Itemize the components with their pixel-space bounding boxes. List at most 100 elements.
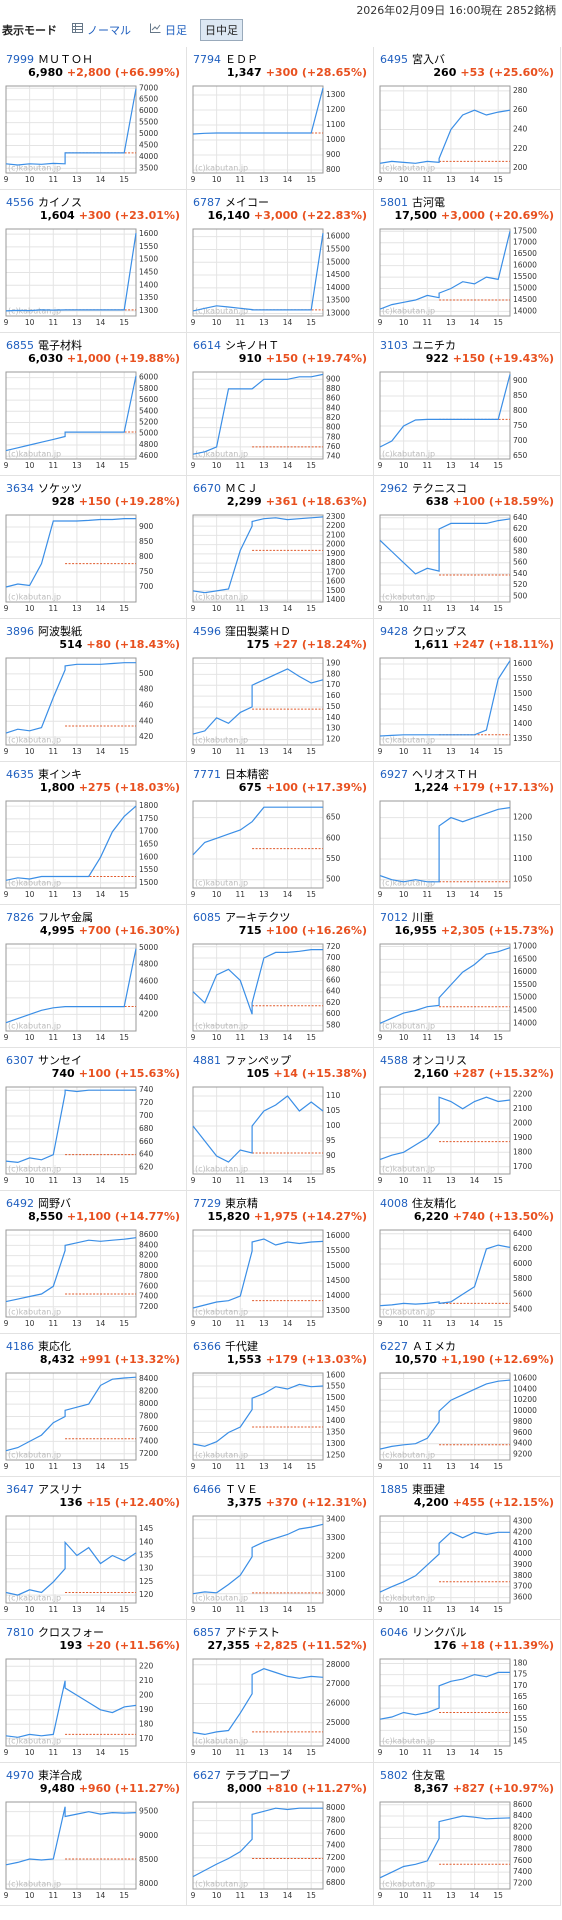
stock-name[interactable]: 電子材料 xyxy=(38,339,82,352)
stock-code[interactable]: 3103 xyxy=(380,339,408,352)
stock-code[interactable]: 6927 xyxy=(380,768,408,781)
stock-name[interactable]: 川重 xyxy=(412,911,434,924)
stock-code[interactable]: 1885 xyxy=(380,1483,408,1496)
mode-normal[interactable]: ノーマル xyxy=(87,24,131,37)
stock-code[interactable]: 4008 xyxy=(380,1197,408,1210)
stock-name[interactable]: メイコー xyxy=(225,196,269,209)
y-tick-label: 3300 xyxy=(326,1533,345,1542)
stock-name[interactable]: 住友電 xyxy=(412,1769,445,1782)
stock-name[interactable]: 東亜建 xyxy=(412,1483,445,1496)
stock-code[interactable]: 6307 xyxy=(6,1054,34,1067)
stock-name[interactable]: 千代建 xyxy=(225,1340,258,1353)
stock-code[interactable]: 4596 xyxy=(193,625,221,638)
stock-code[interactable]: 7729 xyxy=(193,1197,221,1210)
stock-code[interactable]: 6627 xyxy=(193,1769,221,1782)
stock-name[interactable]: アーキテクツ xyxy=(225,911,291,924)
stock-name[interactable]: サンセイ xyxy=(38,1054,82,1067)
stock-name[interactable]: ユニチカ xyxy=(412,339,456,352)
stock-code[interactable]: 6670 xyxy=(193,482,221,495)
stock-name[interactable]: ＴＶＥ xyxy=(225,1483,258,1496)
stock-code[interactable]: 7826 xyxy=(6,911,34,924)
stock-code[interactable]: 6366 xyxy=(193,1340,221,1353)
stock-name[interactable]: テラプローブ xyxy=(225,1769,291,1782)
stock-code[interactable]: 6085 xyxy=(193,911,221,924)
stock-name[interactable]: ヘリオスＴＨ xyxy=(412,768,478,781)
stock-name[interactable]: クロスフォー xyxy=(38,1626,104,1639)
stock-code[interactable]: 3634 xyxy=(6,482,34,495)
stock-code[interactable]: 6855 xyxy=(6,339,34,352)
plot-frame xyxy=(5,85,137,174)
stock-code[interactable]: 6227 xyxy=(380,1340,408,1353)
stock-name[interactable]: 阿波製紙 xyxy=(38,625,82,638)
stock-cell: 4970 東洋合成 9,480 +960 (+11.27%) 9 10 11 13 14 15 800… xyxy=(0,1763,187,1906)
stock-code[interactable]: 4556 xyxy=(6,196,34,209)
stock-name[interactable]: シキノＨＴ xyxy=(225,339,280,352)
x-tick-label: 14 xyxy=(283,1891,293,1900)
stock-code[interactable]: 6857 xyxy=(193,1626,221,1639)
y-tick-label: 850 xyxy=(513,391,528,400)
stock-code[interactable]: 7810 xyxy=(6,1626,34,1639)
stock-code[interactable]: 4970 xyxy=(6,1769,34,1782)
stock-code[interactable]: 5801 xyxy=(380,196,408,209)
stock-code[interactable]: 6614 xyxy=(193,339,221,352)
plot-frame xyxy=(379,1086,511,1175)
stock-code[interactable]: 9428 xyxy=(380,625,408,638)
stock-name[interactable]: 古河電 xyxy=(412,196,445,209)
stock-name[interactable]: ＥＤＰ xyxy=(225,53,258,66)
stock-code[interactable]: 3896 xyxy=(6,625,34,638)
stock-name[interactable]: ファンペップ xyxy=(225,1054,291,1067)
stock-code[interactable]: 4588 xyxy=(380,1054,408,1067)
stock-name[interactable]: 日本精密 xyxy=(225,768,269,781)
stock-code[interactable]: 4881 xyxy=(193,1054,221,1067)
price: 175 xyxy=(246,638,270,651)
stock-code[interactable]: 6787 xyxy=(193,196,221,209)
mode-daily[interactable]: 日足 xyxy=(165,24,187,37)
x-tick-label: 13 xyxy=(72,1462,82,1471)
stock-code[interactable]: 3647 xyxy=(6,1483,34,1496)
stock-name[interactable]: 東インキ xyxy=(38,768,82,781)
stock-name[interactable]: リンクバル xyxy=(412,1626,467,1639)
stock-name[interactable]: ソケッツ xyxy=(38,482,82,495)
x-tick-label: 10 xyxy=(212,1891,222,1900)
watermark: (c)kabutan.jp xyxy=(382,164,435,173)
stock-name[interactable]: 岡野バ xyxy=(38,1197,71,1210)
x-tick-label: 14 xyxy=(283,318,293,327)
stock-code[interactable]: 6466 xyxy=(193,1483,221,1496)
stock-code[interactable]: 7794 xyxy=(193,53,221,66)
stock-name[interactable]: アスリナ xyxy=(38,1483,82,1496)
stock-code[interactable]: 7999 xyxy=(6,53,34,66)
y-tick-label: 5400 xyxy=(139,406,158,415)
stock-name[interactable]: ＭＣＪ xyxy=(225,482,258,495)
stock-code[interactable]: 7771 xyxy=(193,768,221,781)
stock-name[interactable]: 東洋合成 xyxy=(38,1769,82,1782)
stock-code[interactable]: 6492 xyxy=(6,1197,34,1210)
stock-quote: 1,553 +179 (+13.03%) xyxy=(227,1353,367,1366)
x-tick-label: 14 xyxy=(96,1176,106,1185)
stock-name[interactable]: クロップス xyxy=(412,625,467,638)
stock-code[interactable]: 7012 xyxy=(380,911,408,924)
stock-name[interactable]: 窪田製薬ＨＤ xyxy=(225,625,291,638)
stock-name[interactable]: ＭＵＴＯＨ xyxy=(38,53,93,66)
stock-name[interactable]: 住友精化 xyxy=(412,1197,456,1210)
stock-code[interactable]: 4186 xyxy=(6,1340,34,1353)
stock-name[interactable]: 宮入バ xyxy=(412,53,445,66)
stock-name[interactable]: カイノス xyxy=(38,196,82,209)
stock-name[interactable]: オンコリス xyxy=(412,1054,467,1067)
mode-intraday[interactable]: 日中足 xyxy=(200,19,243,41)
stock-name[interactable]: フルヤ金属 xyxy=(38,911,93,924)
stock-name[interactable]: 東応化 xyxy=(38,1340,71,1353)
stock-name[interactable]: テクニスコ xyxy=(412,482,467,495)
stock-name[interactable]: ＡＩメカ xyxy=(412,1340,456,1353)
stock-code[interactable]: 4635 xyxy=(6,768,34,781)
stock-code[interactable]: 2962 xyxy=(380,482,408,495)
stock-name[interactable]: 東京精 xyxy=(225,1197,258,1210)
stock-code[interactable]: 6046 xyxy=(380,1626,408,1639)
stock-code[interactable]: 5802 xyxy=(380,1769,408,1782)
x-tick-label: 15 xyxy=(493,1462,503,1471)
x-tick-label: 14 xyxy=(470,1033,480,1042)
change-pct: (+19.28%) xyxy=(114,495,180,508)
stock-code[interactable]: 6495 xyxy=(380,53,408,66)
x-tick-label: 11 xyxy=(235,175,245,184)
stock-name[interactable]: アドテスト xyxy=(225,1626,280,1639)
